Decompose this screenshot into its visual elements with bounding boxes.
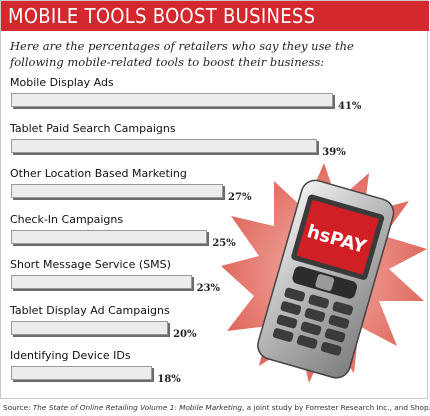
- value-label: 27%: [228, 192, 252, 203]
- value-label: 39%: [322, 146, 346, 158]
- bar: [11, 275, 192, 289]
- value-label: 41%: [338, 101, 362, 112]
- value-label: 23%: [196, 283, 221, 294]
- bar: [11, 366, 153, 380]
- category-label: Mobile Display Ads: [10, 76, 114, 89]
- bar: [11, 93, 333, 107]
- source-note: Source: The State of Online Retailing Vo…: [3, 403, 430, 412]
- source-publication: The State of Online Retailing Volume 1: …: [32, 403, 243, 412]
- category-label: Tablet Paid Search Campaigns: [10, 121, 176, 135]
- phone-screen: [296, 199, 379, 275]
- category-label: Short Message Service (SMS): [10, 258, 171, 271]
- chart-title: MOBILE TOOLS BOOST BUSINESS: [8, 4, 316, 28]
- category-label: Check-In Campaigns: [10, 212, 124, 226]
- source-prefix: Source:: [3, 403, 33, 412]
- bar: [11, 138, 318, 153]
- category-label: Identifying Device IDs: [10, 349, 131, 362]
- value-label: 20%: [173, 328, 197, 340]
- source-rest: , a joint study by Forrester Research In…: [242, 403, 430, 412]
- value-label: 25%: [212, 237, 236, 249]
- bar: [11, 184, 224, 198]
- title-bar: MOBILE TOOLS BOOST BUSINESS: [1, 1, 429, 31]
- bar: [11, 320, 169, 335]
- bar: [11, 229, 208, 244]
- category-label: Other Location Based Marketing: [10, 167, 187, 180]
- mobile-phone-illustration: hsPAY: [221, 163, 427, 383]
- chart-intro: Here are the percentages of retailers wh…: [10, 39, 354, 69]
- value-label: 18%: [157, 374, 181, 385]
- category-label: Tablet Display Ad Campaigns: [10, 303, 170, 317]
- chart-frame: MOBILE TOOLS BOOST BUSINESS Here are the…: [0, 0, 429, 399]
